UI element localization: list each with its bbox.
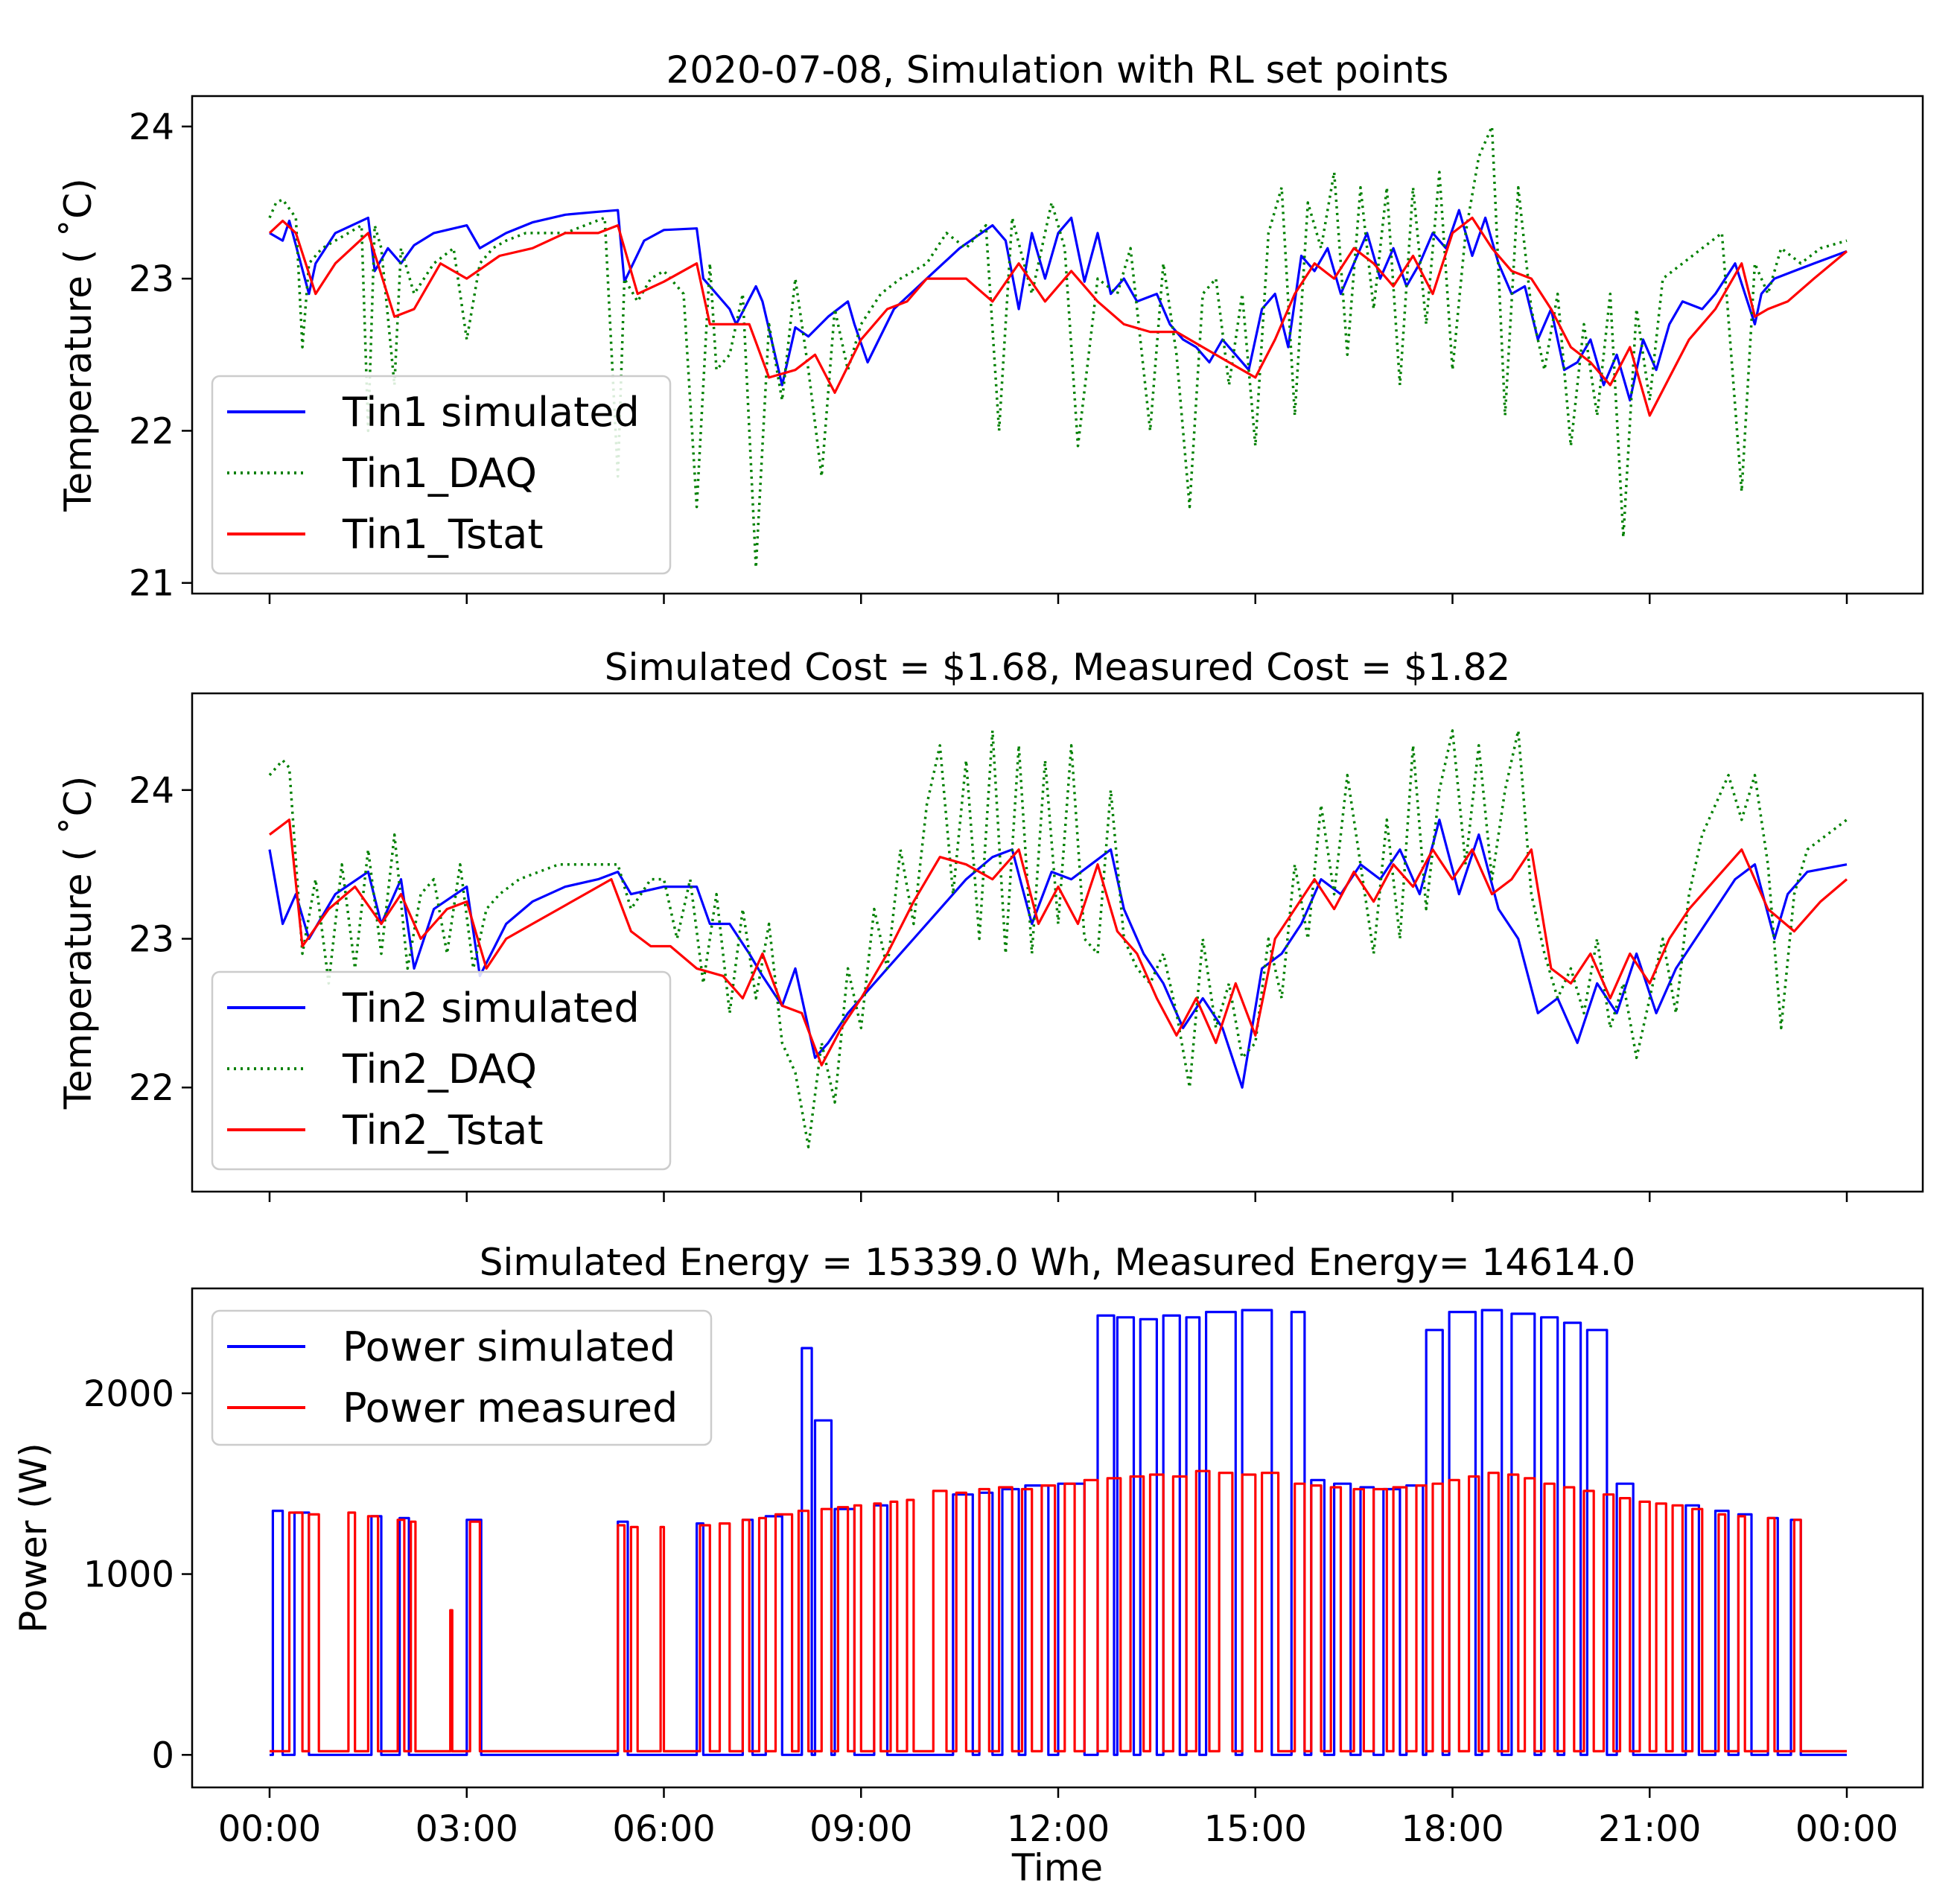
- plot-area: [268, 729, 1848, 1148]
- series-line-tin1-simulated: [269, 209, 1848, 402]
- x-tick-label: 00:00: [218, 1808, 321, 1850]
- y-axis-label: Temperature ( ˚C): [57, 178, 100, 512]
- y-tick-label: 23: [129, 919, 174, 961]
- legend-label: Tin2_Tstat: [342, 1107, 544, 1154]
- legend-box: [211, 970, 672, 1171]
- y-tick-label: 2000: [83, 1373, 174, 1415]
- series-line-tin2-tstat: [269, 818, 1848, 1066]
- y-tick-label: 22: [129, 410, 174, 452]
- chart-title: 2020-07-08, Simulation with RL set point…: [666, 48, 1449, 92]
- y-tick-label: 0: [151, 1735, 174, 1776]
- y-tick-label: 21: [129, 563, 174, 605]
- x-tick-label: 18:00: [1401, 1808, 1504, 1850]
- legend-box: [211, 1309, 713, 1446]
- legend: Power simulated Power measured: [211, 1309, 713, 1446]
- x-tick-label: 00:00: [1795, 1808, 1898, 1850]
- y-tick-label: 24: [129, 770, 174, 812]
- series-line-tin2-daq: [268, 729, 1848, 1148]
- legend-label: Tin1_DAQ: [342, 450, 537, 497]
- legend-label: Tin2_DAQ: [342, 1046, 537, 1093]
- y-axis-label: Temperature ( ˚C): [57, 776, 100, 1110]
- plot-area: [270, 1309, 1847, 1756]
- legend-label: Tin1_Tstat: [342, 511, 544, 558]
- series-line-power-measured: [270, 1469, 1847, 1752]
- plot-area: [268, 125, 1848, 570]
- legend-label: Power simulated: [343, 1323, 675, 1370]
- legend-label: Tin2 simulated: [342, 985, 640, 1031]
- y-tick-label: 22: [129, 1067, 174, 1109]
- y-tick-label: 24: [129, 107, 174, 148]
- x-tick-label: 03:00: [416, 1808, 518, 1850]
- x-tick-label: 06:00: [612, 1808, 715, 1850]
- chart-title: Simulated Energy = 15339.0 Wh, Measured …: [480, 1241, 1636, 1284]
- series-line-tin1-daq: [268, 125, 1848, 570]
- legend-box: [211, 375, 672, 575]
- series-line-tin2-simulated: [268, 818, 1848, 1089]
- y-axis-label: Power (W): [12, 1443, 55, 1633]
- y-tick-label: 23: [129, 258, 174, 300]
- subplot-3: Simulated Energy = 15339.0 Wh, Measured …: [12, 1241, 1924, 1882]
- series-line-tin1-tstat: [268, 216, 1848, 417]
- subplot-1: 2020-07-08, Simulation with RL set point…: [57, 48, 1924, 605]
- x-tick-label: 15:00: [1204, 1808, 1307, 1850]
- legend: Tin1 simulated Tin1_DAQ Tin1_Tstat: [211, 375, 672, 575]
- x-tick-label: 21:00: [1598, 1808, 1701, 1850]
- y-tick-label: 1000: [83, 1554, 174, 1596]
- legend-label: Tin1 simulated: [342, 389, 640, 436]
- legend-label: Power measured: [343, 1385, 678, 1431]
- x-tick-label: 12:00: [1007, 1808, 1110, 1850]
- legend: Tin2 simulated Tin2_DAQ Tin2_Tstat: [211, 970, 672, 1171]
- x-axis-label: Time: [1011, 1846, 1103, 1882]
- x-tick-label: 09:00: [809, 1808, 912, 1850]
- chart-title: Simulated Cost = $1.68, Measured Cost = …: [605, 646, 1510, 689]
- subplot-2: Simulated Cost = $1.68, Measured Cost = …: [57, 646, 1924, 1202]
